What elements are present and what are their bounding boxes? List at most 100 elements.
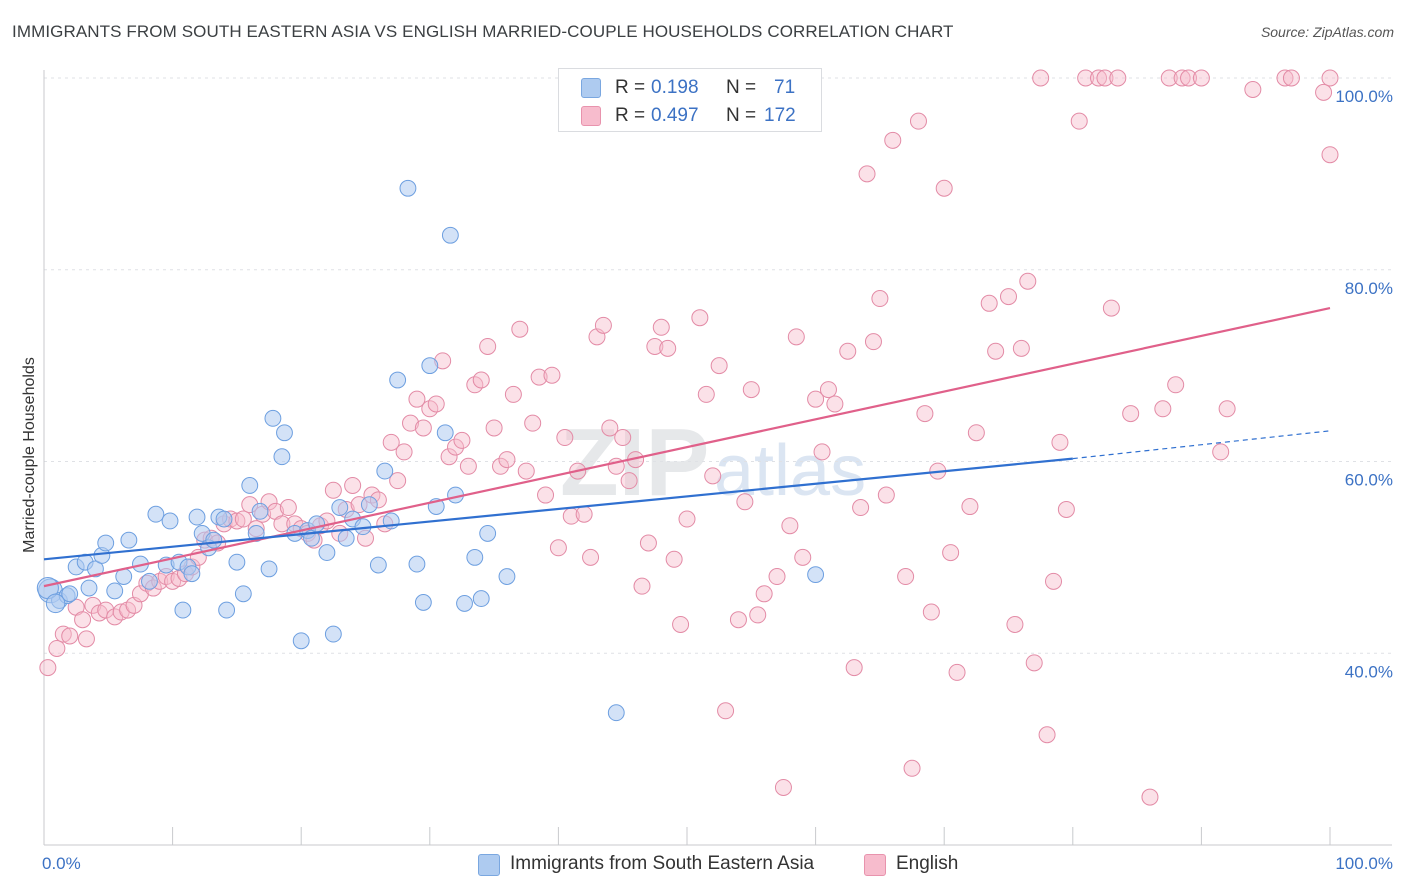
english-point [652,318,670,336]
english-point [1321,69,1339,87]
legend-label-english: English [896,853,959,874]
sea-immigrant-point [147,505,165,523]
english-point [459,457,477,475]
sea-immigrant-point [498,568,516,585]
legend-label-sea: Immigrants from South Eastern Asia [510,853,815,874]
sea-immigrant-point [607,704,625,722]
sea-immigrant-point [141,572,158,590]
english-point [807,390,825,408]
sea-immigrant-point [421,357,439,375]
english-point [710,357,728,375]
legend-n-value: 172 [764,105,796,126]
english-point [1070,112,1088,130]
legend-r-value: 0.497 [651,105,699,126]
x-tick-label: 100.0% [1335,854,1393,873]
english-point [48,639,66,657]
sea-immigrant-point [80,579,98,597]
english-point [736,493,754,511]
legend-r-label: R = [615,105,646,126]
sea-immigrant-point [441,226,459,244]
sea-immigrant-point [331,499,349,516]
sea-immigrant-point [324,625,342,643]
english-point [1154,400,1172,418]
english-point [408,390,426,408]
sea-immigrant-point [183,565,201,583]
sea-immigrant-point [389,371,407,389]
sea-immigrant-point [251,502,269,520]
english-point [395,443,413,461]
sea-immigrant-point [87,560,104,578]
sea-immigrant-point [360,496,378,514]
english-point [678,510,696,528]
english-point [1218,400,1236,418]
sea-immigrant-point [264,409,282,427]
english-point [1077,69,1095,87]
sea-immigrant-point [120,531,138,549]
english-point [755,585,773,603]
english-point [967,424,985,442]
english-point [389,472,407,490]
english-point [672,615,690,633]
english-point [1045,572,1063,590]
english-point [537,486,555,504]
sea-trend-line [43,457,1073,561]
english-point [324,481,342,499]
english-point [813,443,831,461]
english-point [1032,69,1050,87]
sea-immigrant-point [218,601,236,619]
english-point [54,625,72,643]
english-point [948,663,966,681]
legend-row-blue: R = 0.198 N = 71 [559,73,821,101]
english-point [903,759,921,777]
y-tick-label: 60.0% [1345,471,1393,490]
english-point [543,366,561,384]
english-point [614,429,632,447]
english-point [1276,69,1294,87]
sea-immigrant-point [399,179,417,197]
english-point [852,499,870,517]
english-point [909,112,927,130]
english-point [839,342,857,360]
english-point [717,702,735,720]
legend-row-pink: R = 0.497 N = 172 [559,101,821,129]
axes [43,70,1392,846]
english-point [1025,654,1043,672]
english-point [517,462,535,480]
english-point [1160,69,1178,87]
sea-immigrant-point [215,510,233,528]
y-tick-label: 80.0% [1345,279,1393,298]
english-point [498,451,516,469]
english-point [601,419,619,437]
english-point [1212,443,1230,461]
stats-legend: R = 0.198 N = 71 R = 0.497 N = 172 [558,68,822,132]
english-point [414,419,432,437]
english-point [575,505,593,523]
english-point [1282,69,1300,87]
english-point [511,320,529,338]
english-point [440,448,458,466]
english-point [646,337,664,355]
english-point [961,498,979,516]
english-point [273,515,291,533]
english-point [729,611,747,629]
english-point [877,486,895,504]
english-point [1109,69,1127,87]
english-point [479,337,497,355]
english-point [691,309,709,327]
sea-immigrant-point [228,553,246,571]
english-point [1006,615,1024,633]
english-point [1315,83,1333,101]
y-tick-label: 100.0% [1335,87,1393,106]
english-point [234,510,252,528]
sea-immigrant-point [414,594,432,611]
english-point [504,385,522,403]
english-point [1141,788,1159,806]
english-point [1057,500,1075,518]
sea-immigrant-point [318,544,336,562]
sea-immigrant-point [472,590,490,608]
sea-immigrant-point [260,560,278,578]
english-trend-line [43,307,1331,588]
sea-immigrant-point [276,424,293,442]
english-point [935,179,953,197]
trend-lines [43,307,1331,588]
